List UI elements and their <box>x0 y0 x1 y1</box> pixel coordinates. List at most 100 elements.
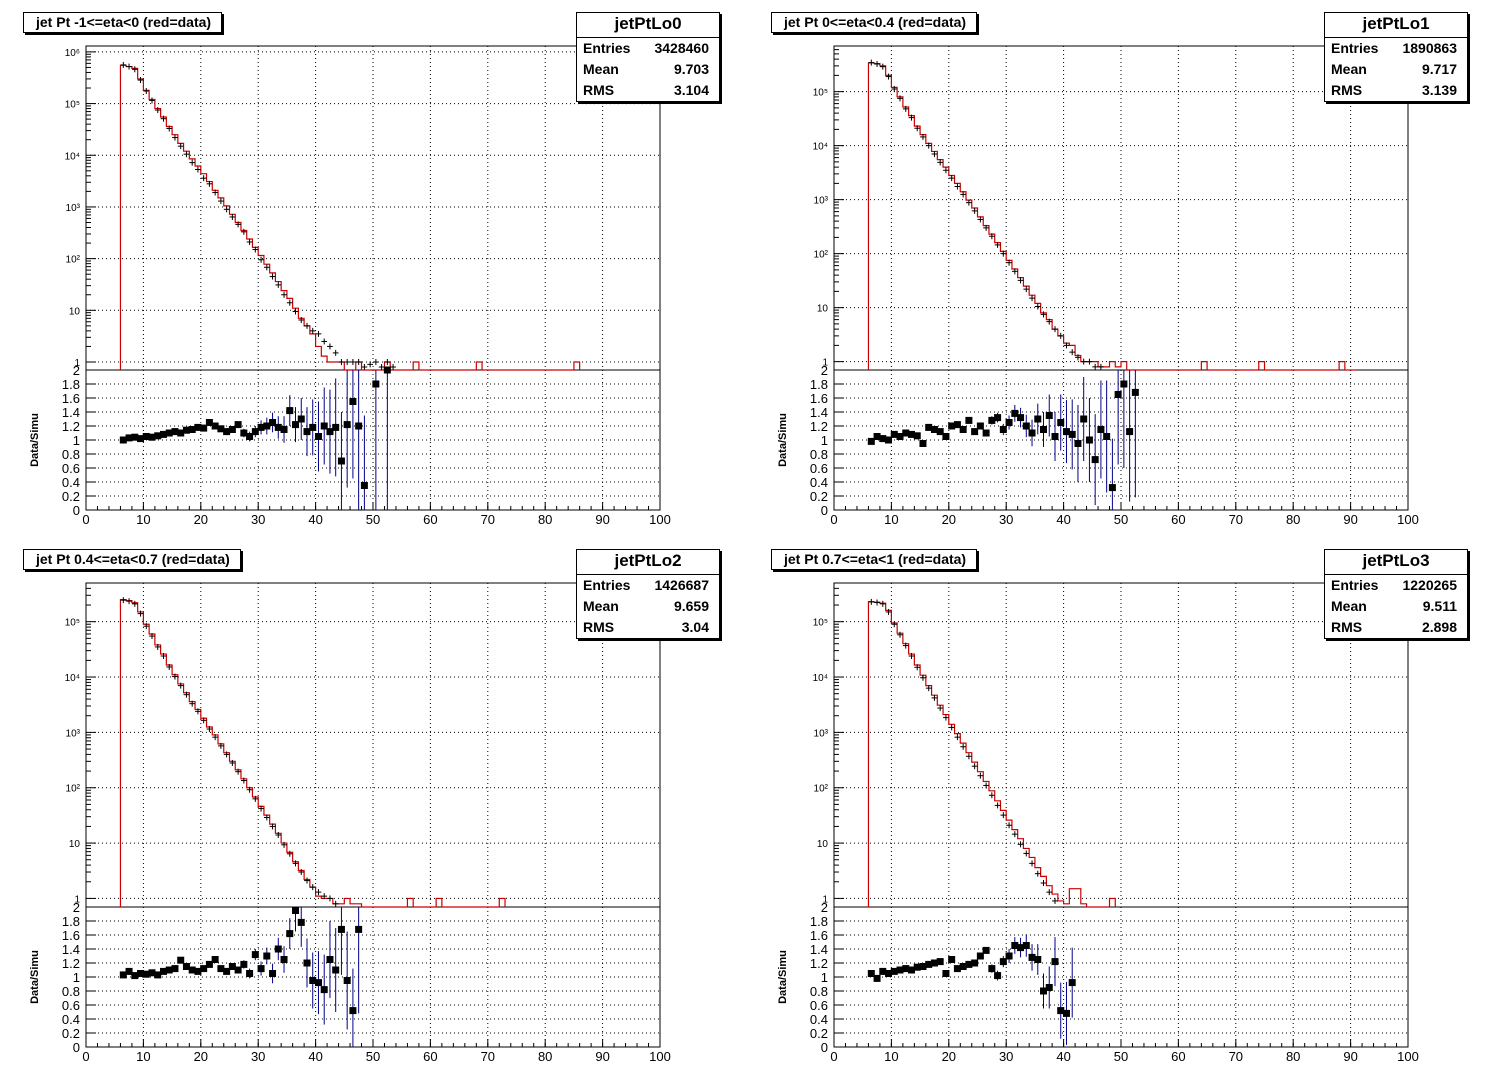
ratio-point <box>142 970 150 978</box>
data-histogram-red <box>119 64 581 371</box>
y-tick-label: 1 <box>822 894 828 905</box>
y-tick-label: 1 <box>822 358 828 369</box>
ratio-tick-label: 2 <box>821 900 828 915</box>
ratio-point <box>873 433 881 440</box>
ratio-point <box>1062 1009 1070 1017</box>
stat-box-1: jetPtLo1 Entries 1890863 Mean 9.717 RMS 3.1… <box>1324 12 1468 102</box>
ratio-point <box>320 422 328 430</box>
x-tick-label: 0 <box>830 1049 837 1064</box>
ratio-point <box>907 966 915 974</box>
ratio-tick-label: 1.6 <box>810 928 828 943</box>
ratio-point <box>907 430 915 438</box>
y-tick-label: 10³ <box>66 203 81 214</box>
ratio-point <box>223 428 231 436</box>
y-tick-label: 1 <box>74 894 80 905</box>
ratio-tick-label: 0.6 <box>810 998 828 1013</box>
ratio-point <box>303 959 311 967</box>
x-tick-label: 60 <box>423 512 437 527</box>
ratio-tick-label: 2 <box>73 363 80 378</box>
ratio-point <box>263 952 271 960</box>
y-tick-label: 10² <box>814 250 829 261</box>
ratio-point <box>182 426 190 434</box>
x-tick-label: 10 <box>136 1049 150 1064</box>
stat-mean-row: Mean 9.717 <box>1325 59 1467 80</box>
ratio-point <box>142 433 150 440</box>
ratio-point <box>919 440 927 447</box>
stat-box-title: jetPtLo3 <box>1325 550 1467 575</box>
ratio-point <box>246 433 254 440</box>
ratio-point <box>137 970 145 977</box>
ratio-tick-label: 0.6 <box>810 461 828 476</box>
ratio-point <box>119 971 127 979</box>
x-tick-label: 60 <box>423 1049 437 1064</box>
ratio-point <box>119 436 127 444</box>
ratio-point <box>194 967 202 975</box>
y-tick-label: 10 <box>69 306 81 317</box>
ratio-point <box>982 946 990 954</box>
stat-entries-row: Entries 1426687 <box>577 575 719 596</box>
ratio-point <box>177 956 185 964</box>
ratio-point <box>936 428 944 436</box>
stat-mean-value: 9.659 <box>673 598 709 614</box>
ratio-point <box>314 979 322 987</box>
ratio-point <box>125 434 133 442</box>
stat-box-title: jetPtLo0 <box>577 13 719 38</box>
stat-rms-label: RMS <box>1331 82 1363 98</box>
ratio-axis-label: Data/Simu <box>29 950 41 1004</box>
ratio-tick-label: 2 <box>821 363 828 378</box>
y-tick-label: 1 <box>74 358 80 369</box>
ratio-point <box>1103 433 1111 440</box>
ratio-tick-label: 1.2 <box>62 419 80 434</box>
x-tick-label: 80 <box>538 1049 552 1064</box>
stat-rms-value: 3.04 <box>681 619 709 635</box>
ratio-point <box>355 925 363 933</box>
ratio-point <box>228 963 236 970</box>
ratio-point <box>1068 979 1076 987</box>
ratio-tick-label: 1.6 <box>62 928 80 943</box>
ratio-axis-label: Data/Simu <box>777 413 789 467</box>
x-tick-label: 100 <box>649 1049 671 1064</box>
ratio-point <box>332 423 340 431</box>
ratio-point <box>948 956 956 963</box>
ratio-point <box>873 974 881 982</box>
ratio-point <box>1034 415 1042 423</box>
ratio-point <box>976 952 984 960</box>
ratio-point <box>976 422 984 430</box>
ratio-point <box>867 437 875 445</box>
stat-rms-label: RMS <box>583 619 615 635</box>
ratio-point <box>297 415 305 423</box>
ratio-point <box>320 986 328 994</box>
ratio-tick-label: 0 <box>821 503 828 518</box>
x-tick-label: 40 <box>308 512 322 527</box>
ratio-point <box>913 963 921 971</box>
ratio-point <box>165 966 173 974</box>
ratio-tick-label: 1.8 <box>810 377 828 392</box>
ratio-point <box>246 970 254 977</box>
x-tick-label: 70 <box>481 512 495 527</box>
ratio-point <box>1005 419 1013 426</box>
ratio-point <box>360 482 368 489</box>
stat-mean-label: Mean <box>583 598 619 614</box>
ratio-point <box>1040 426 1048 433</box>
ratio-point <box>355 422 363 430</box>
ratio-point <box>1022 422 1030 430</box>
ratio-point <box>131 433 139 441</box>
ratio-point <box>332 966 340 974</box>
ratio-point <box>297 918 305 926</box>
ratio-point <box>902 965 910 973</box>
y-tick-label: 10⁵ <box>813 618 828 629</box>
ratio-point <box>1051 433 1059 440</box>
x-tick-label: 50 <box>366 1049 380 1064</box>
ratio-point <box>1005 952 1013 960</box>
y-tick-label: 10⁵ <box>65 100 80 111</box>
ratio-point <box>959 426 967 433</box>
ratio-point <box>1085 436 1093 444</box>
x-tick-label: 50 <box>1114 512 1128 527</box>
ratio-point <box>1074 440 1082 447</box>
ratio-point <box>257 965 265 973</box>
x-tick-label: 70 <box>1229 512 1243 527</box>
ratio-point <box>269 419 277 426</box>
ratio-point <box>309 423 317 431</box>
x-tick-label: 20 <box>194 512 208 527</box>
stat-mean-label: Mean <box>583 61 619 77</box>
